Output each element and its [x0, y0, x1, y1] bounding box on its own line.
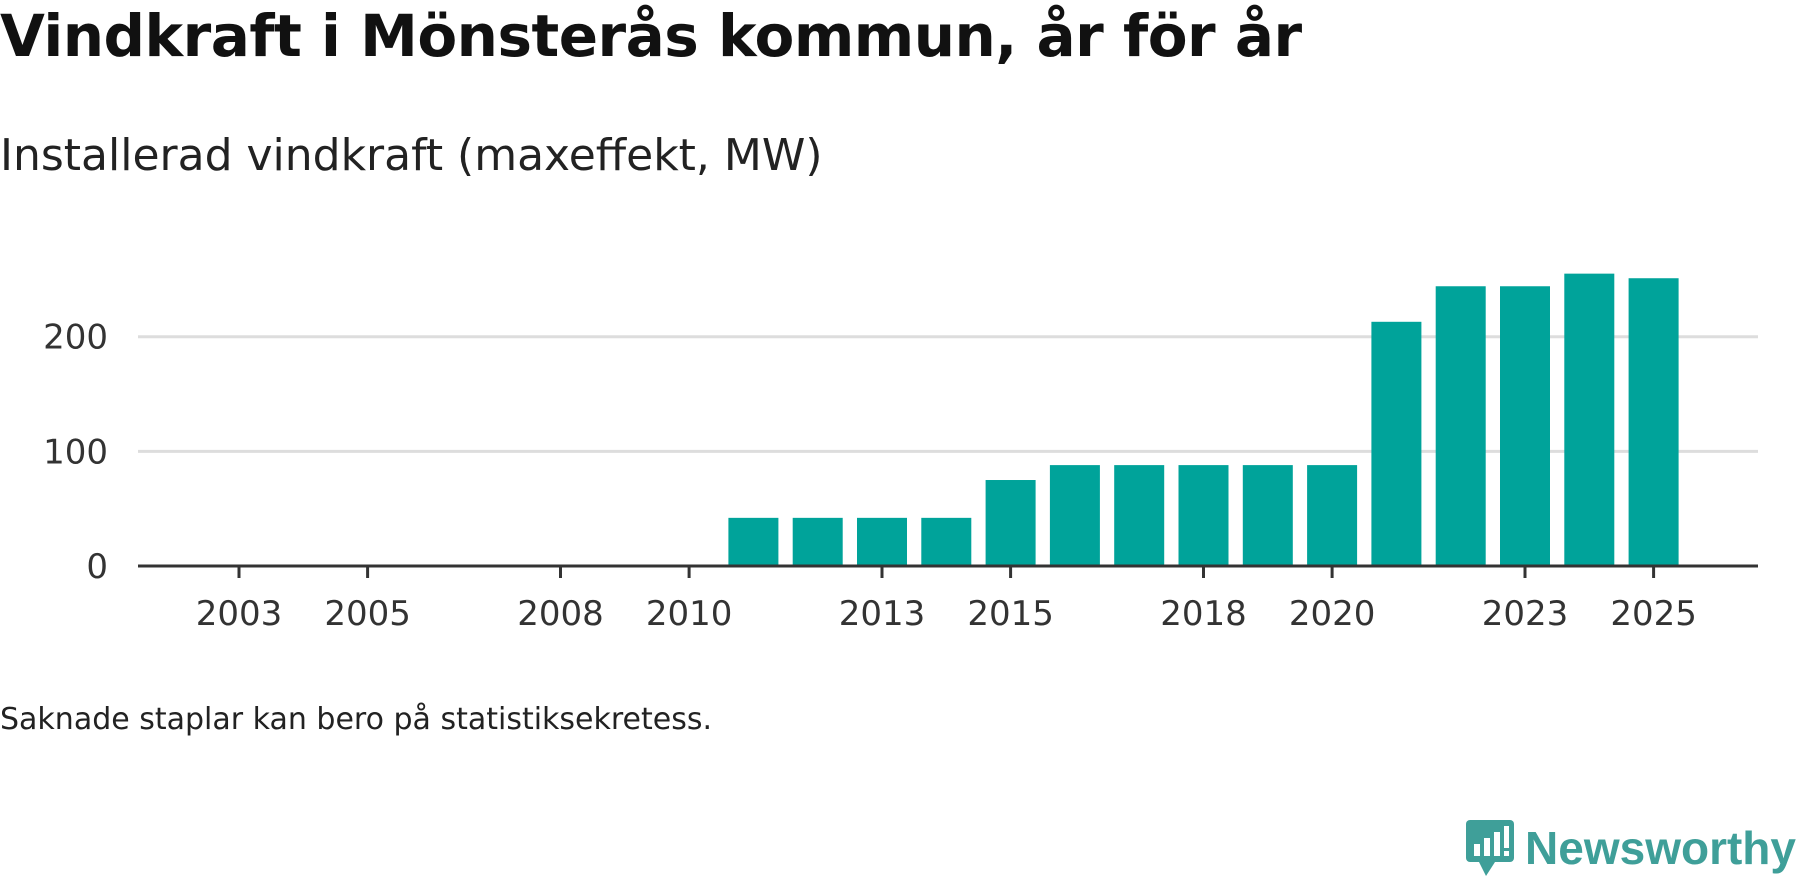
- bar-2022: [1435, 286, 1486, 566]
- brand-logo: Newsworthy: [1465, 818, 1796, 878]
- y-axis-labels: 0 100 200: [43, 318, 108, 587]
- bar-2013: [857, 517, 907, 566]
- footnote: Saknade staplar kan bero på statistiksek…: [0, 702, 713, 737]
- y-tick-label: 100: [43, 432, 108, 472]
- gridlines: [138, 335, 1758, 453]
- bar-2019: [1242, 465, 1293, 566]
- bar-2015: [985, 480, 1036, 566]
- x-axis-labels: 2003 2005 2008 2010 2013 2015 2018 2020 2023 2025: [196, 566, 1697, 634]
- bar-2011: [728, 517, 779, 566]
- y-tick-label: 200: [43, 318, 108, 358]
- bar-2024: [1564, 273, 1615, 566]
- x-tick-label: 2013: [839, 594, 926, 634]
- x-tick-label: 2010: [646, 594, 733, 634]
- brand-name: Newsworthy: [1525, 822, 1796, 874]
- x-tick-label: 2023: [1482, 594, 1569, 634]
- newsworthy-logo-icon: [1466, 820, 1515, 876]
- x-tick-label: 2020: [1289, 594, 1376, 634]
- bar-2017: [1114, 465, 1165, 566]
- bar-2023: [1500, 286, 1550, 566]
- bar-2021: [1371, 321, 1422, 566]
- bar-chart: 0 100 200 2003 2005 2008 2010 2013 2015 2018 2020…: [43, 273, 1758, 634]
- bar-2016: [1049, 465, 1100, 566]
- bar-2025: [1628, 278, 1679, 566]
- bar-2012: [792, 517, 843, 566]
- x-tick-label: 2008: [517, 594, 604, 634]
- x-tick-label: 2018: [1160, 594, 1247, 634]
- y-tick-label: 0: [86, 547, 108, 587]
- chart-subtitle: Installerad vindkraft (maxeffekt, MW): [0, 130, 823, 181]
- bar-2014: [921, 517, 972, 566]
- x-tick-label: 2005: [324, 594, 411, 634]
- bar-2018: [1178, 465, 1229, 566]
- x-tick-label: 2003: [196, 594, 283, 634]
- bar-2020: [1307, 465, 1358, 566]
- x-tick-label: 2025: [1610, 594, 1697, 634]
- x-tick-label: 2015: [967, 594, 1054, 634]
- chart-title: Vindkraft i Mönsterås kommun, år för år: [0, 2, 1302, 70]
- bars: [728, 273, 1679, 566]
